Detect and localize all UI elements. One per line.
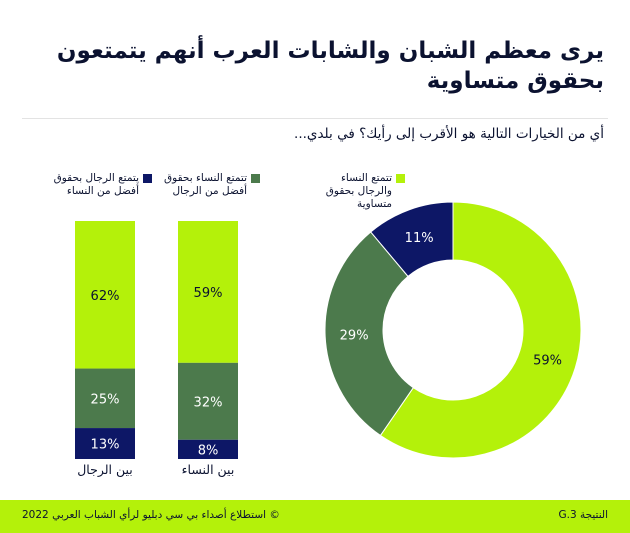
donut-label-women: 29% <box>340 329 369 344</box>
donut-slice-men <box>370 201 454 278</box>
question-text: أي من الخيارات التالية هو الأقرب إلى رأي… <box>294 126 604 142</box>
footer-finding: النتيجة 3.G <box>558 509 608 521</box>
donut-label-equal: 59% <box>533 353 562 368</box>
bar-segment-women-equal <box>178 221 238 363</box>
legend-label-women: تتمتع النساء بحقوق أفضل من الرجال <box>164 172 247 197</box>
bar-label-women-women: 32% <box>194 395 223 410</box>
bar-label-men-women: 25% <box>91 392 120 407</box>
donut-slice-equal <box>379 201 582 459</box>
bar-label-men-men: 13% <box>91 438 120 453</box>
legend-label-equal: تتمتع النساء والرجال بحقوق متساوية <box>325 172 392 210</box>
legend-swatch-men <box>143 174 152 183</box>
divider <box>22 118 608 119</box>
legend-item-men: يتمتع الرجال بحقوق أفضل من النساء <box>44 172 152 198</box>
donut-label-men: 11% <box>405 231 434 246</box>
footer-source: © استطلاع أصداء بي سي دبليو لرأي الشباب … <box>22 509 280 521</box>
legend-swatch-equal <box>396 174 405 183</box>
page-title: يرى معظم الشبان والشابات العرب أنهم يتمت… <box>56 38 604 94</box>
legend-item-women: تتمتع النساء بحقوق أفضل من الرجال <box>160 172 260 198</box>
legend-item-equal: تتمتع النساء والرجال بحقوق متساوية <box>305 172 405 211</box>
bar-segment-women-men <box>178 439 238 459</box>
bar-category-label-women: بين النساء <box>181 462 235 477</box>
footer-bar: © استطلاع أصداء بي سي دبليو لرأي الشباب … <box>0 500 630 533</box>
bar-category-label-men: بين الرجال <box>77 462 133 477</box>
bar-segment-men-men <box>75 428 135 459</box>
bar-label-women-equal: 59% <box>194 286 223 301</box>
legend-swatch-women <box>251 174 260 183</box>
bar-segment-men-women <box>75 368 135 429</box>
bar-label-men-equal: 62% <box>91 289 120 304</box>
bar-segment-men-equal <box>75 221 135 369</box>
legend-label-men: يتمتع الرجال بحقوق أفضل من النساء <box>53 172 139 197</box>
donut-slice-women <box>324 231 415 437</box>
bar-label-women-men: 8% <box>198 443 219 458</box>
bar-segment-women-women <box>178 362 238 440</box>
